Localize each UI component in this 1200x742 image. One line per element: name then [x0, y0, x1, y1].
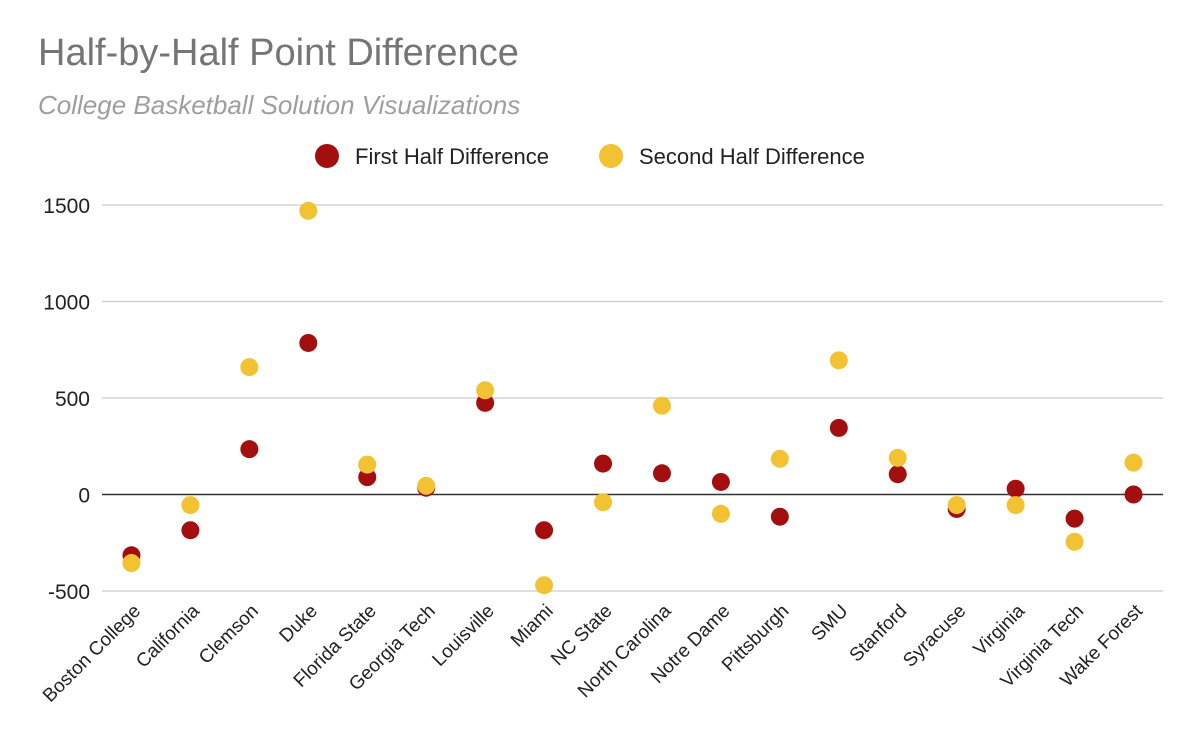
first-half-point — [1006, 479, 1025, 498]
first-half-point — [476, 393, 495, 412]
y-tick-label: 500 — [55, 388, 90, 411]
legend-item: Second Half Difference — [599, 144, 865, 169]
first-half-point — [240, 440, 259, 459]
second-half-point — [770, 449, 789, 468]
legend-label: First Half Difference — [355, 144, 549, 169]
first-half-point — [535, 521, 554, 540]
legend-marker — [599, 144, 623, 168]
first-half-point — [181, 521, 200, 540]
legend: First Half Difference Second Half Differe… — [315, 144, 865, 169]
first-half-point — [1065, 509, 1084, 528]
second-half-point — [594, 493, 613, 512]
legend-marker — [315, 144, 339, 168]
x-tick-label: California — [132, 600, 204, 672]
grid: 1500 1000 500 0 -500 — [43, 195, 1163, 604]
y-tick-label: 0 — [78, 485, 90, 508]
first-half-point — [594, 454, 613, 473]
x-tick-label: Louisville — [429, 601, 499, 671]
x-tick-label: Clemson — [195, 601, 263, 669]
legend-item: First Half Difference — [315, 144, 549, 169]
first-half-point — [770, 507, 789, 526]
y-tick-label: 1000 — [43, 292, 90, 315]
second-half-point — [299, 201, 318, 220]
chart-subtitle: College Basketball Solution Visualizatio… — [38, 90, 521, 120]
data-points — [122, 201, 1143, 595]
second-half-point — [122, 554, 141, 573]
x-tick-label: Duke — [276, 601, 322, 647]
second-half-point — [1065, 532, 1084, 551]
second-half-point — [476, 381, 495, 400]
legend-label: Second Half Difference — [639, 144, 865, 169]
second-half-point — [1006, 496, 1025, 515]
second-half-point — [652, 396, 671, 415]
second-half-point — [181, 496, 200, 515]
x-tick-label: Syracuse — [899, 601, 970, 672]
second-half-point — [829, 351, 848, 370]
first-half-point — [299, 333, 318, 352]
second-half-point — [358, 455, 377, 474]
first-half-point — [652, 464, 671, 483]
first-half-point — [829, 418, 848, 437]
first-half-point — [711, 472, 730, 491]
second-half-point — [947, 496, 966, 515]
x-tick-label: SMU — [808, 601, 853, 646]
second-half-point — [535, 576, 554, 595]
y-tick-label: 1500 — [43, 195, 90, 218]
first-half-point — [358, 468, 377, 487]
x-tick-label: Boston College — [39, 601, 145, 707]
first-half-point — [1124, 485, 1143, 504]
second-half-point — [240, 358, 259, 377]
second-half-point — [417, 476, 436, 495]
x-tick-label: Virginia — [970, 600, 1030, 660]
y-tick-label: -500 — [48, 581, 90, 604]
chart-title: Half-by-Half Point Difference — [38, 32, 519, 74]
x-tick-label: Miami — [507, 601, 558, 652]
second-half-point — [1124, 453, 1143, 472]
second-half-point — [888, 448, 907, 467]
second-half-point — [711, 504, 730, 523]
first-half-point — [888, 465, 907, 484]
